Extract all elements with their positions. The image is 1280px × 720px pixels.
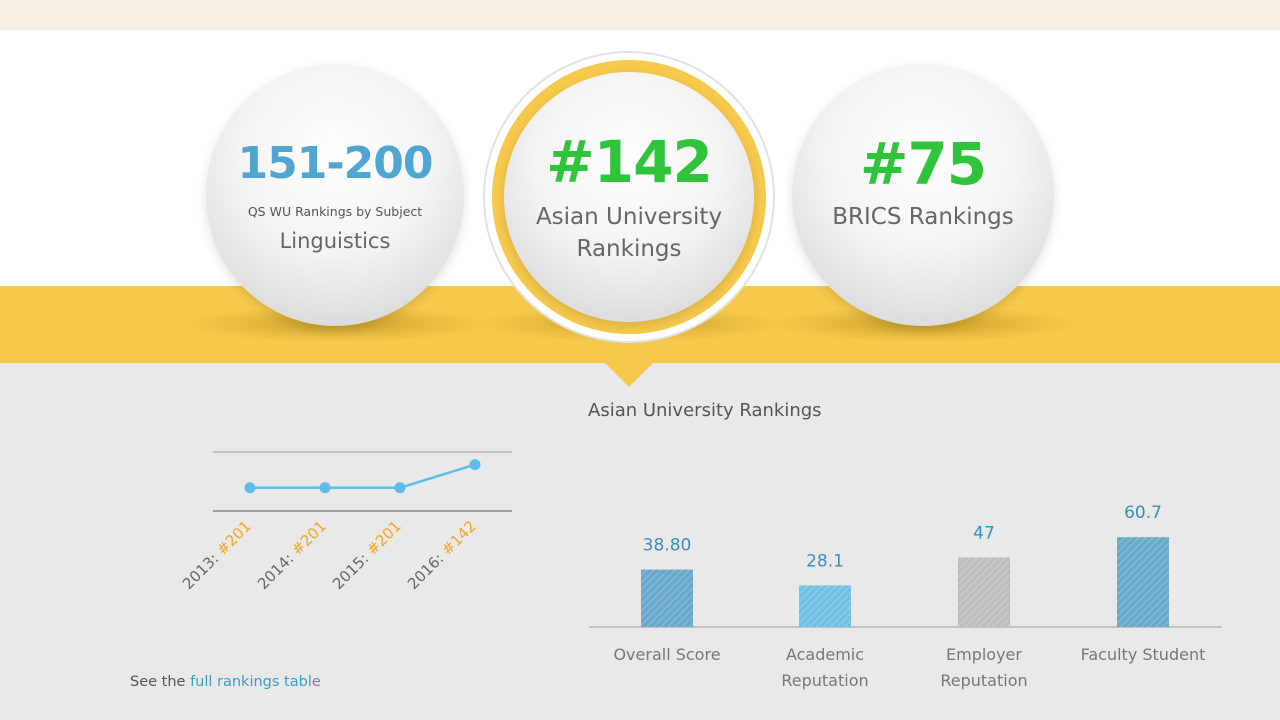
bar-hatch-0 xyxy=(641,569,693,627)
bar-category-label: Employer xyxy=(946,645,1022,664)
brics-label: BRICS Rankings xyxy=(832,204,1014,230)
rank-point-2015[interactable] xyxy=(394,482,406,494)
bar-category-label: Reputation xyxy=(940,671,1027,690)
full-rankings-link[interactable]: full rankings table xyxy=(190,674,321,690)
asian-label-line1: Asian University xyxy=(535,204,723,230)
rank-point-2013[interactable] xyxy=(244,482,256,494)
brics-rank: #75 xyxy=(859,130,987,198)
subject-ranking-badge[interactable]: 151-200 QS WU Rankings by Subject Lingui… xyxy=(206,64,464,326)
subject-name: Linguistics xyxy=(279,229,391,253)
rank-trend-line xyxy=(250,463,476,490)
rank-tick-label-2014: 2014: #201 xyxy=(254,517,330,593)
asian-label-line2: Rankings xyxy=(576,236,682,262)
bar-value-label: 47 xyxy=(973,523,995,543)
bar-chart: 38.80 Overall Score 28.1 Academic Reputation… xyxy=(613,503,1205,690)
subject-rank: 151-200 xyxy=(237,138,434,189)
bar-category-label: Reputation xyxy=(781,671,868,690)
rank-tick-label-2015: 2015: #201 xyxy=(329,517,405,593)
footer-prefix: See the xyxy=(130,674,191,690)
bar-category-label: Academic xyxy=(786,645,864,664)
rank-point-2016[interactable] xyxy=(469,459,481,471)
asian-rank: #142 xyxy=(546,128,713,196)
footer-note: See the full rankings table xyxy=(130,674,321,690)
tick-rank: #201 xyxy=(213,517,255,559)
bar-category-label: Overall Score xyxy=(613,645,720,664)
bar-value-label: 28.1 xyxy=(806,551,844,571)
rank-tick-label-2013: 2013: #201 xyxy=(179,517,255,593)
subject-caption: QS WU Rankings by Subject xyxy=(247,204,423,219)
section-title: Asian University Rankings xyxy=(588,400,822,421)
tick-rank: #201 xyxy=(288,517,330,559)
tick-rank: #142 xyxy=(438,517,480,559)
asian-ranking-badge[interactable]: #142 Asian University Rankings xyxy=(504,72,754,322)
bar-value-label: 60.7 xyxy=(1124,503,1162,523)
bar-category-label: Faculty Student xyxy=(1081,645,1206,664)
bar-hatch-2 xyxy=(958,557,1010,627)
rank-tick-label-2016: 2016: #142 xyxy=(404,517,480,593)
bar-value-label: 38.80 xyxy=(643,536,692,556)
tick-rank: #201 xyxy=(363,517,405,559)
rank-point-2014[interactable] xyxy=(319,482,331,494)
active-badge-pointer xyxy=(604,362,654,387)
bar-hatch-1 xyxy=(799,585,851,627)
top-strip xyxy=(0,0,1280,30)
bar-hatch-3 xyxy=(1117,537,1169,627)
brics-ranking-badge[interactable]: #75 BRICS Rankings xyxy=(792,64,1054,326)
